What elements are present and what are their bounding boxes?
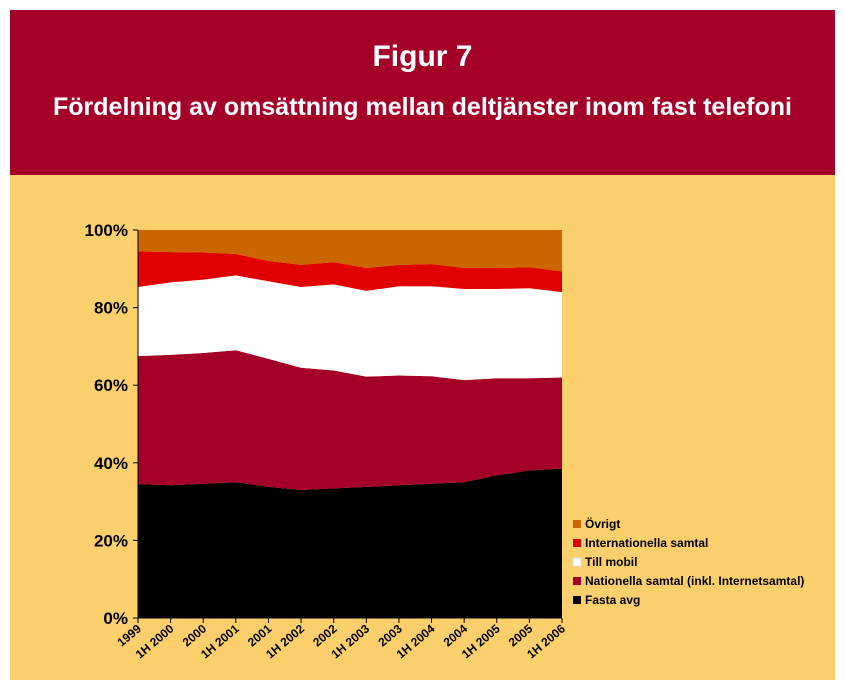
area [138, 468, 562, 618]
chart-subtitle: Fördelning av omsättning mellan deltjäns… [53, 93, 792, 121]
y-tick-label: 0% [103, 609, 128, 628]
legend-label: Fasta avg [585, 593, 640, 607]
legend-swatch [573, 577, 581, 585]
header-panel [10, 10, 835, 175]
legend-label: Övrigt [585, 516, 620, 531]
legend-label: Nationella samtal (inkl. Internetsamtal) [585, 574, 804, 588]
legend-swatch [573, 539, 581, 547]
y-tick-label: 40% [94, 454, 128, 473]
legend-label: Till mobil [585, 555, 637, 569]
area [138, 275, 562, 381]
legend-swatch [573, 520, 581, 528]
chart-title: Figur 7 [372, 40, 473, 73]
y-tick-label: 80% [94, 299, 128, 318]
legend-label: Internationella samtal [585, 536, 708, 550]
y-tick-label: 100% [85, 221, 128, 240]
area [138, 251, 562, 293]
y-tick-label: 20% [94, 531, 128, 550]
legend-swatch [573, 596, 581, 604]
legend-swatch [572, 557, 582, 567]
y-tick-label: 60% [94, 376, 128, 395]
area [138, 230, 562, 272]
area [138, 350, 562, 490]
